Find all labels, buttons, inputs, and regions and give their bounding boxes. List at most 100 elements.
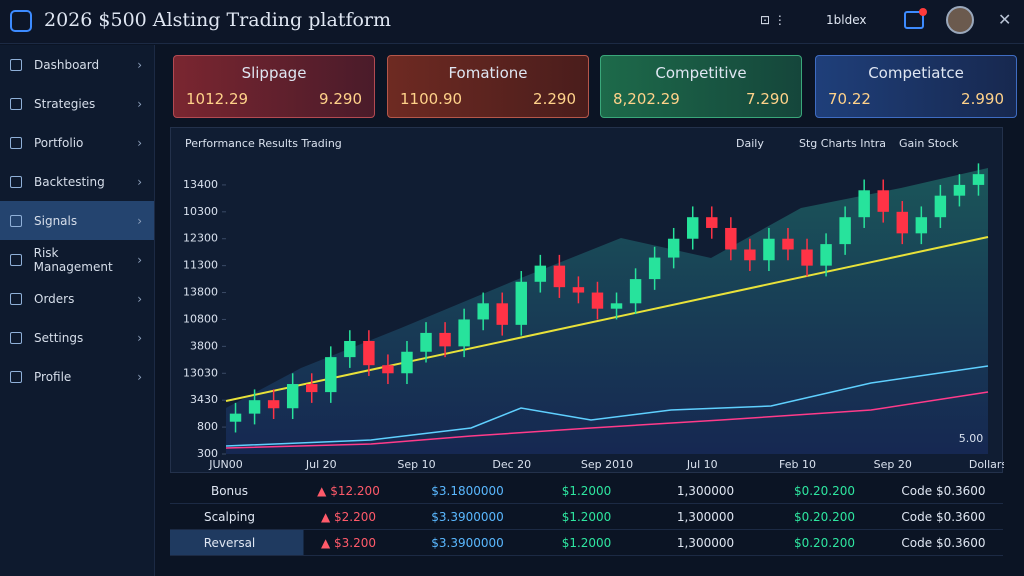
nav-item[interactable]: Signals › [0,201,154,240]
nav-icon [10,136,22,149]
nav-label: Portfolio [34,135,84,150]
candle-body [325,357,337,393]
x-tick-label: JUN00 [208,458,243,471]
nav-icon [10,58,22,71]
candle-body [915,217,928,234]
y-tick-label: 10300 [183,205,218,218]
candle-body [420,332,432,352]
table-cell: $1.2000 [561,483,612,498]
badge [919,8,927,16]
nav-item[interactable]: Portfolio › [0,123,154,162]
card-values: 8,202.29 7.290 [613,90,789,108]
table-cell: 1,300000 [676,535,735,550]
nav-item[interactable]: Strategies › [0,84,154,123]
nav-label: Settings [34,330,84,345]
notifications[interactable] [904,11,924,29]
table-cell: $1.2000 [561,509,612,524]
card-title: Competitive [655,64,747,82]
candle-body [229,413,242,422]
sidebar: Dashboard › Strategies › Portfolio › Backtesti… [0,45,155,576]
table-cell: Code $0.3600 [901,535,986,550]
header: 2026 $500 Alsting Trading platform ⊡ ⋮ 1… [0,0,1024,44]
candle-body [648,257,661,280]
stat-card: Slippage 1012.29 9.290 [173,55,375,118]
y-tick-label: 800 [197,420,218,433]
nav-label: Orders [34,291,75,306]
table-cell: ▲ $2.200 [320,509,377,524]
chart: Performance Results Trading 5.00 300 800 3… [183,137,1007,471]
card-right: 9.290 [319,90,362,108]
nav-icon [10,214,22,227]
nav-label: Dashboard [34,57,100,72]
x-tick-label: Sep 10 [397,458,435,471]
candle-body [858,190,870,218]
nav-item[interactable]: Orders › [0,279,154,318]
table-row[interactable]: Reversal ▲ $3.200 $3.3900000 $1.2000 1,30000… [170,530,1003,556]
nav-arrow: › [137,369,142,384]
nav-item[interactable]: Profile › [0,357,154,396]
corner-label: 5.00 [959,432,984,445]
account[interactable]: 1bldex [826,13,867,27]
candle-body [553,265,566,288]
stat-card: Competiatce 70.22 2.990 [815,55,1017,118]
table: Bonus ▲ $12.200 $3.1800000 $1.2000 1,300000 $… [170,478,1003,560]
table-cell: Reversal [203,535,256,550]
y-tick-label: 11300 [183,259,218,272]
x-tick-label: Dec 20 [492,458,531,471]
logo [10,10,32,32]
candle-body [801,249,813,266]
menu[interactable]: ⊡ ⋮ [760,13,786,27]
y-tick-label: 13030 [183,366,218,379]
table-cell: $1.2000 [561,535,612,550]
close[interactable]: ✕ [998,10,1012,29]
nav-item[interactable]: Backtesting › [0,162,154,201]
nav-label: Signals [34,213,78,228]
candle-body [248,400,261,414]
candle-body [725,227,737,250]
x-tick-label: Sep 2010 [581,458,633,471]
candle-body [401,351,413,374]
y-tick-label: 300 [197,447,218,460]
card-right: 7.290 [746,90,789,108]
table-cell: $3.3900000 [431,535,504,550]
table-cell: 1,300000 [676,509,735,524]
chart-button[interactable]: Daily [736,137,764,150]
nav-item[interactable]: Dashboard › [0,45,154,84]
candle-body [439,332,451,347]
table-row[interactable]: Scalping ▲ $2.200 $3.3900000 $1.2000 1,30000… [170,504,1003,530]
nav-label: Backtesting [34,174,105,189]
y-tick-label: 12300 [183,232,218,245]
table-cell: $0.20.200 [793,509,856,524]
table-cell: 1,300000 [676,483,735,498]
candle-body [515,281,527,325]
candle-body [610,303,623,309]
candle-body [820,244,832,266]
table-cell: $3.1800000 [431,483,504,498]
y-tick-label: 13800 [183,286,218,299]
card-values: 1100.90 2.290 [400,90,576,108]
chart-button[interactable]: Gain Stock [899,137,959,150]
table-row[interactable]: Bonus ▲ $12.200 $3.1800000 $1.2000 1,300000 $… [170,478,1003,504]
candle-body [534,265,547,282]
nav-item[interactable]: Risk Management › [0,240,154,279]
nav-arrow: › [137,135,142,150]
x-tick-label: Jul 20 [305,458,337,471]
nav-arrow: › [137,291,142,306]
candle-body [839,217,851,245]
card-values: 1012.29 9.290 [186,90,362,108]
candle-body [934,195,947,218]
chart-title: Performance Results Trading [185,137,342,150]
candle-body [591,292,604,309]
avatar[interactable] [946,6,974,34]
nav-item[interactable]: Settings › [0,318,154,357]
y-tick-label: 13400 [183,178,218,191]
candle-body [496,303,508,325]
x-tick-label: Dollars [969,458,1004,471]
nav-arrow: › [137,174,142,189]
table-cell: $0.20.200 [793,535,856,550]
table-cell: $0.20.200 [793,483,856,498]
candle-body [477,303,489,320]
chart-button[interactable]: Stg Charts Intra [799,137,886,150]
table-cell: Code $0.3600 [901,483,986,498]
y-tick-label: 3800 [190,339,218,352]
